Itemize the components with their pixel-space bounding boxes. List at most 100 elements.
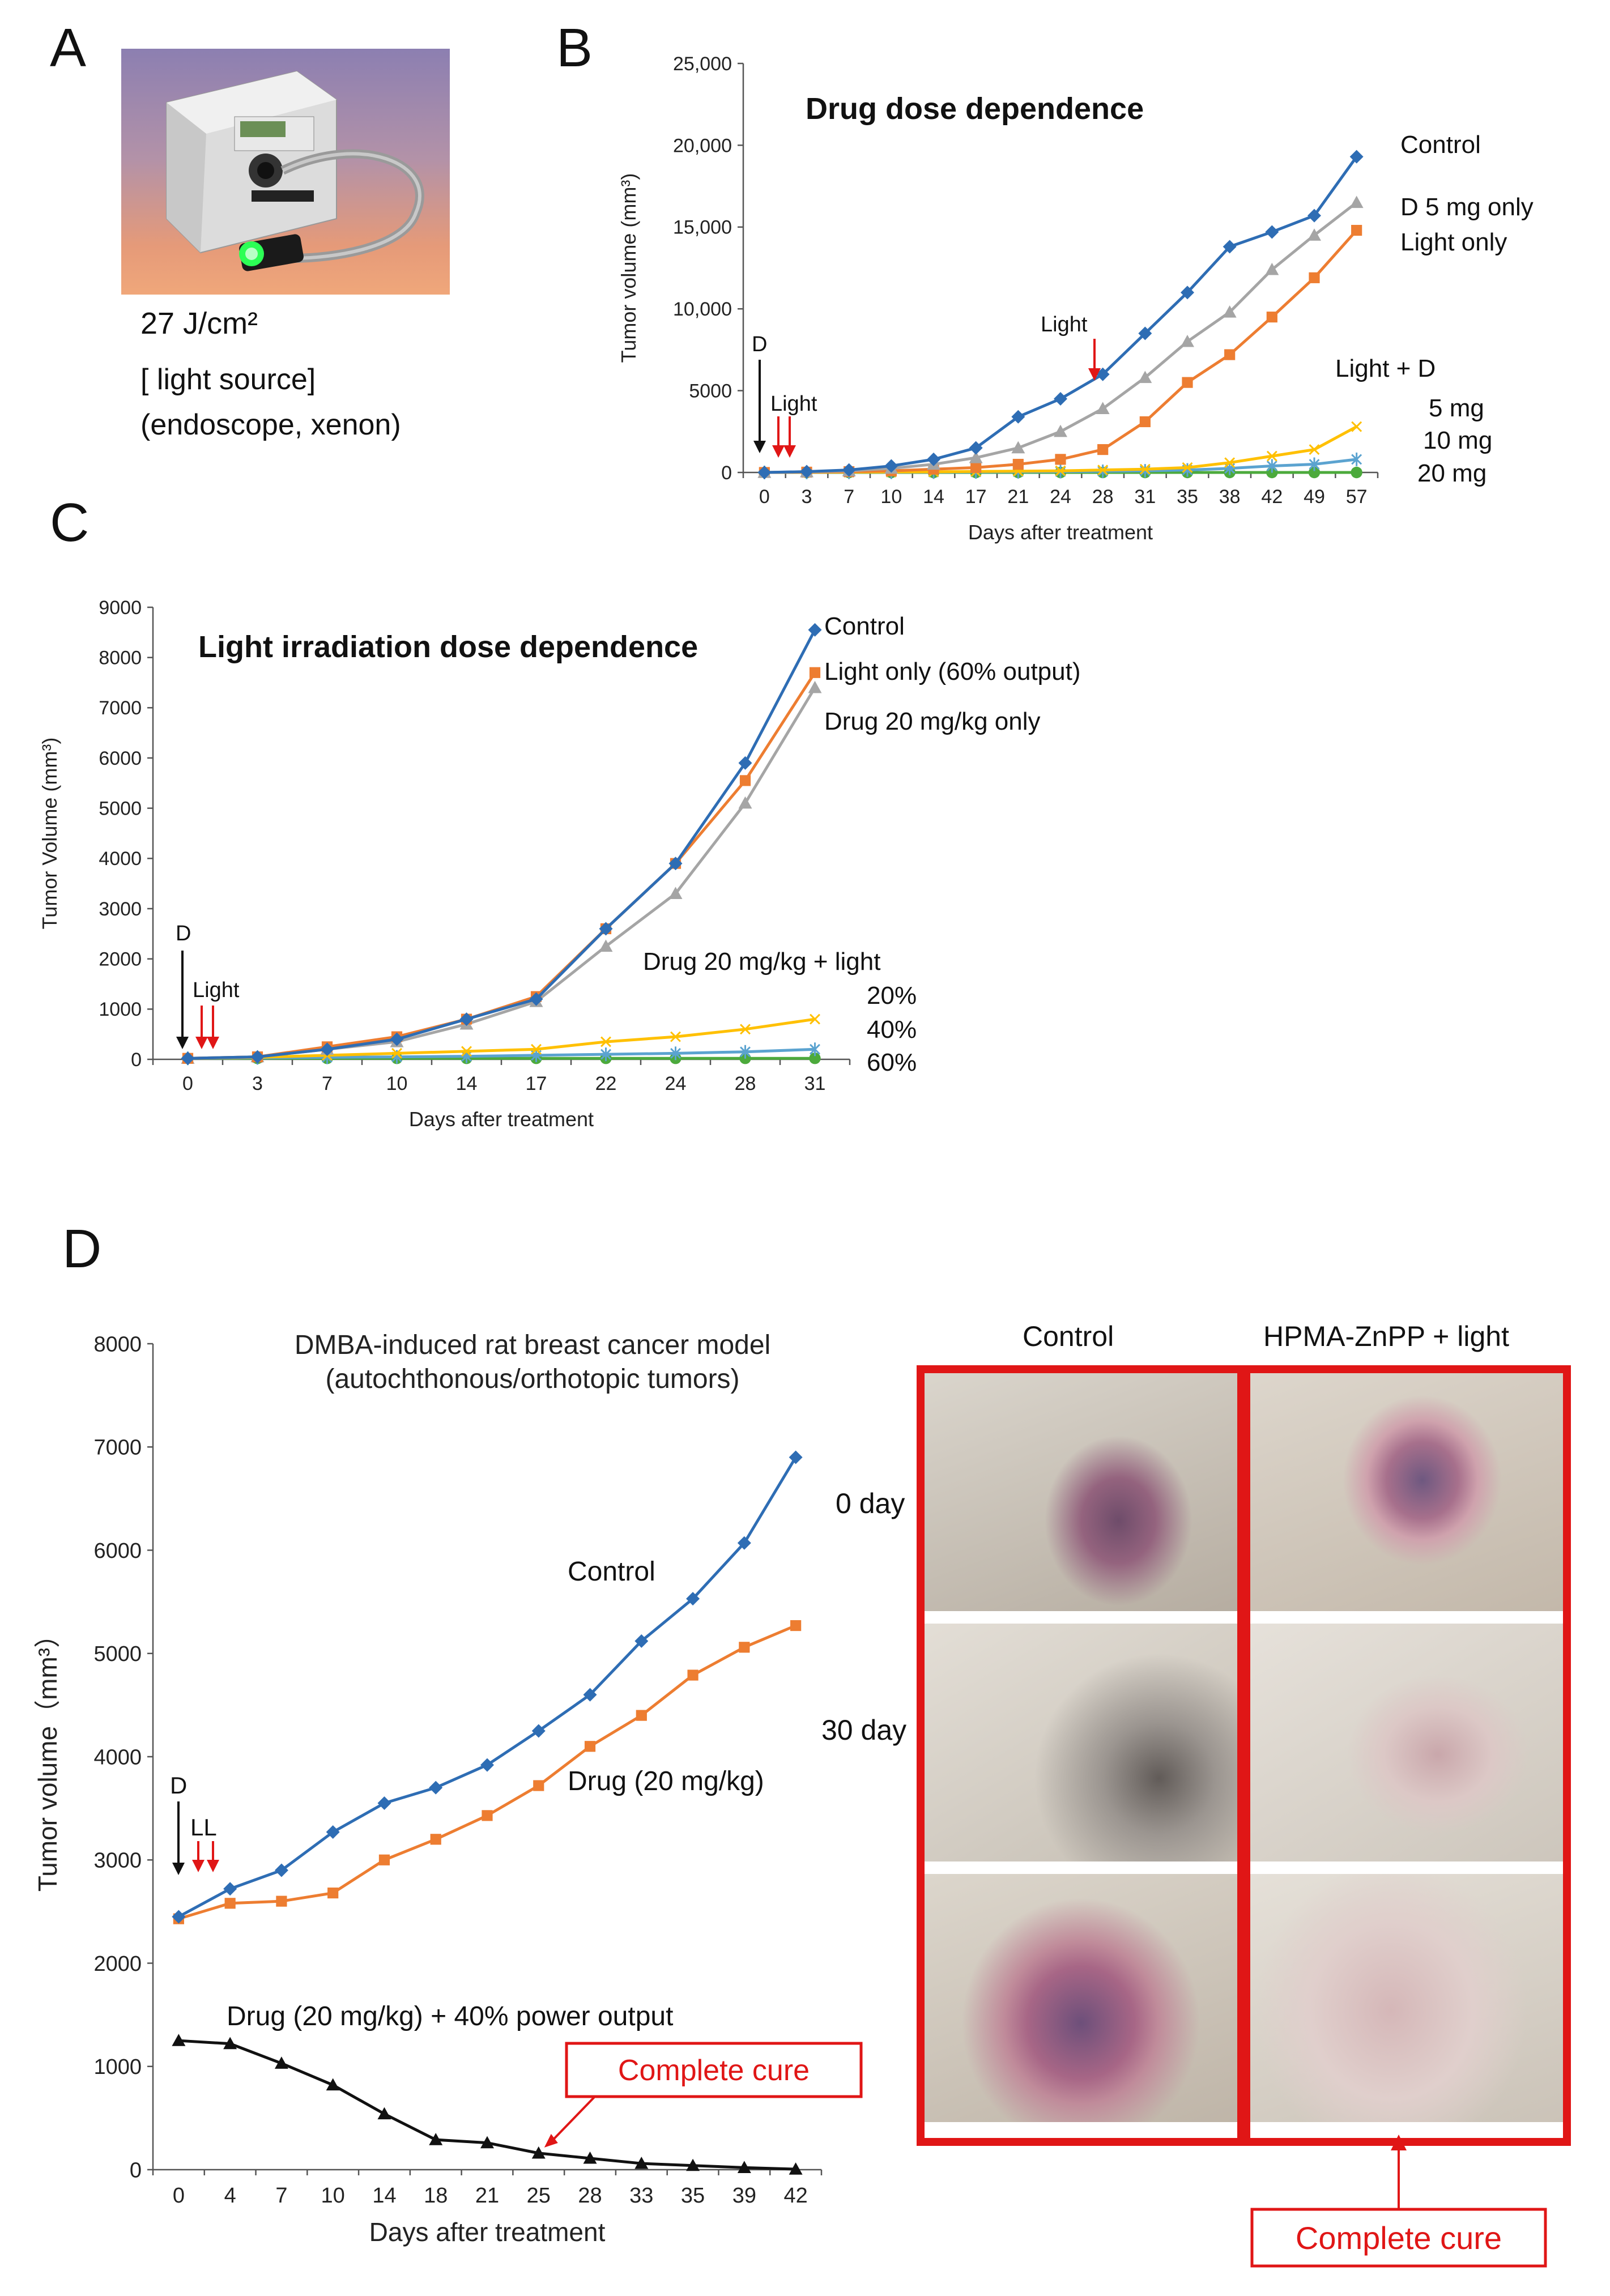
chart-B-xtick-label: 42 [1261,486,1283,508]
data-point [326,1825,340,1839]
data-point [429,1780,443,1795]
data-point [327,1887,339,1899]
row-label-30day: 30 day [821,1714,907,1746]
chart-D-ytick-label: 8000 [93,1332,142,1356]
data-point [686,2158,700,2171]
series-line [188,629,816,1060]
data-point [1351,421,1362,432]
data-point [1138,326,1152,340]
light-source-illustration [166,70,424,271]
chart-C-xtick-label: 14 [456,1073,478,1094]
chart-B-xtick-label: 38 [1219,486,1241,508]
data-point [1351,452,1362,466]
annotation-light-label: Light [193,978,240,1002]
data-point [529,992,543,1006]
light-source-caption-detail: (endoscope, xenon) [140,408,401,441]
chart-B-series-light-only [759,224,1362,478]
data-point [739,1642,750,1653]
data-point [927,452,940,466]
series-label: 20% [867,982,917,1009]
data-point [1266,459,1277,473]
chart-D-xtick-label: 14 [372,2184,396,2208]
data-point [1096,367,1110,381]
data-point [1097,444,1109,455]
chart-D-xtick-label: 18 [424,2184,448,2208]
chart-C-x-axis-label: Days after treatment [409,1107,594,1131]
data-point [1055,454,1066,465]
series-label: Light only (60% output) [824,658,1081,685]
chart-B-xtick-label: 24 [1050,486,1071,508]
chart-d-dmba-model: 0 1000 2000 3000 4000 5000 6000 7000 8000 0 4 7 10 14… [33,1330,863,2247]
data-point [634,1634,649,1648]
data-point [670,1031,681,1042]
data-point [636,1710,647,1721]
light-arrow-1 [192,1841,205,1872]
chart-B-ytick-label: 10,000 [673,299,732,320]
data-point [583,1688,597,1702]
data-point [276,1895,287,1907]
chart-C-series-drug-20-mg-kg-only [181,680,822,1064]
chart-D-xtick-label: 10 [321,2184,345,2208]
data-point [377,2107,391,2120]
photo-control-0day [925,1373,1237,1611]
data-point [391,1047,402,1059]
series-label: Drug (20 mg/kg) [568,1766,764,1796]
data-point [842,463,856,477]
row-label-0day: 0 day [836,1488,905,1519]
data-point [274,2056,288,2069]
data-point [884,459,898,473]
data-point [584,1741,596,1752]
panel-d-letter: D [62,1219,102,1279]
chart-C-xtick-label: 17 [526,1073,547,1094]
data-point [808,623,822,637]
chart-B-ytick-label: 0 [721,462,732,484]
data-point [1181,334,1194,347]
chart-D-xtick-label: 0 [173,2184,185,2208]
chart-B-ytick-label: 15,000 [673,217,732,238]
data-point [969,451,983,463]
data-point [1308,466,1321,479]
data-point [809,1053,821,1064]
data-point [1055,465,1066,476]
data-point [599,939,613,952]
data-point [1351,224,1362,236]
light-arrow-3 [1088,339,1101,381]
series-label: D 5 mg only [1400,193,1534,221]
data-point [810,1042,820,1057]
data-point [172,2034,186,2046]
data-point [320,1042,334,1057]
data-point [1182,462,1193,473]
data-point [739,775,751,786]
chart-B-xtick-label: 14 [923,486,944,508]
data-point [740,1024,751,1035]
data-point [600,1036,611,1047]
chart-D-x-axis-label: Days after treatment [369,2217,606,2247]
photo-treated-0day [1250,1373,1563,1611]
chart-D-ytick-label: 7000 [93,1436,142,1460]
data-point [1349,195,1364,208]
light-arrow-2 [207,1006,219,1049]
data-point [1182,377,1193,388]
data-point [1351,466,1362,479]
chart-C-xtick-label: 10 [386,1073,408,1094]
chart-D-ytick-label: 3000 [93,1849,142,1873]
chart-C-xtick-label: 22 [595,1073,617,1094]
data-point [430,1834,441,1845]
group-header-drug-light: Drug 20 mg/kg + light [643,948,880,976]
chart-B-xtick-label: 21 [1007,486,1029,508]
data-point [1309,272,1320,283]
chart-B-xtick-label: 35 [1177,486,1198,508]
data-point [459,1012,474,1026]
data-point [480,2136,494,2149]
chart-D-series-control [172,1450,803,1924]
chart-B-xtick-label: 31 [1134,486,1156,508]
data-point [687,1669,698,1681]
chart-C-y-axis-label: Tumor Volume (mm³) [38,738,61,930]
chart-C-ytick-label: 1000 [99,999,142,1020]
panel-b-letter: B [556,18,593,78]
group-header-light-d: Light + D [1335,355,1436,382]
data-point [531,2146,546,2159]
chart-D-xtick-label: 28 [578,2184,602,2208]
data-point [670,1046,681,1060]
chart-D-title: DMBA-induced rat breast cancer model [295,1330,770,1360]
